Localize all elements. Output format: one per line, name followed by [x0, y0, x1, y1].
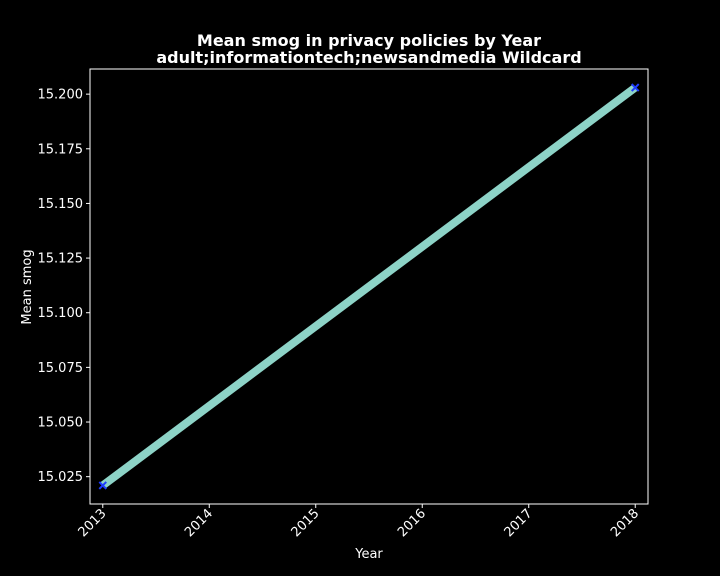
y-tick-label: 15.050 — [38, 416, 84, 431]
data-point-marker — [98, 481, 107, 490]
series-layer — [98, 83, 640, 490]
y-tick-label: 15.200 — [38, 88, 84, 103]
chart-subtitle: adult;informationtech;newsandmedia Wildc… — [156, 48, 581, 67]
y-tick-label: 15.125 — [38, 252, 84, 267]
y-tick-label: 15.150 — [38, 197, 84, 212]
y-axis-label: Mean smog — [20, 249, 35, 324]
chart-title: Mean smog in privacy policies by Year — [197, 31, 541, 50]
x-axis-label: Year — [354, 547, 383, 562]
y-tick-label: 15.100 — [38, 306, 84, 321]
y-tick-label: 15.025 — [38, 470, 84, 485]
plot-area-frame — [89, 68, 649, 505]
y-axis: 15.025 15.050 15.075 15.100 15.125 15.150 15.1… — [38, 88, 90, 485]
series-line — [100, 84, 638, 489]
y-tick-label: 15.175 — [38, 142, 84, 157]
y-tick-label: 15.075 — [38, 361, 84, 376]
data-point-marker — [631, 83, 640, 92]
